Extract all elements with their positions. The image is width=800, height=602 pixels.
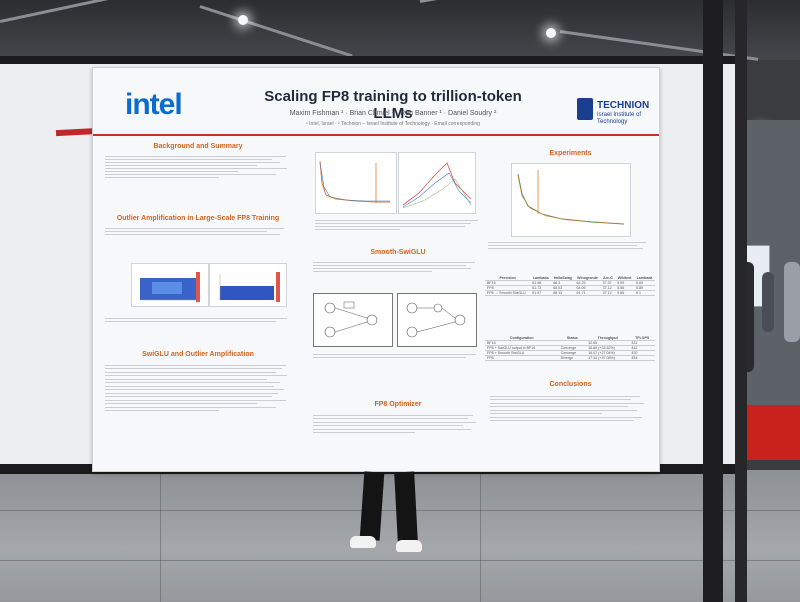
technion-subtitle: Israel Institute of Technology (597, 112, 642, 125)
shoe (350, 536, 376, 548)
table-row: FP8 + Smooth SwiGLU Converge 16.07 (+27.… (485, 350, 655, 356)
background-person (762, 272, 774, 332)
table-row: BF16 12.65 331 (485, 340, 655, 346)
table-row: FP8 → Smooth SwiGLU 61.57 68.13 61.71 37… (485, 290, 655, 296)
background-text (105, 154, 295, 198)
accuracy-table: Precision Lambada HellaSwag Winogrande A… (485, 276, 655, 296)
intel-logo: intel (125, 88, 183, 121)
outlier-caption (105, 316, 295, 330)
poster-authors: Maxim Fishman ¹ · Brian Chmiel ¹ · Ron B… (289, 110, 497, 117)
technion-name: TECHNION (597, 100, 650, 111)
header-divider (93, 134, 659, 136)
experiments-caption (488, 240, 653, 264)
smooth-swiglu-diagram (397, 293, 477, 347)
swiglu-diagram (313, 293, 393, 347)
ceiling-light (546, 28, 556, 38)
table-row: BF16 61.98 68.3 64.25 37.37 5.59 5.69 (485, 280, 655, 286)
research-poster: intel Scaling FP8 training to trillion-t… (92, 67, 660, 472)
conclusions-text (490, 393, 650, 463)
table-row: FP8 61.73 68.03 64.09 37.12 5.56 5.89 (485, 285, 655, 291)
background-person (784, 262, 800, 342)
table-header: Wikitext (615, 276, 634, 281)
section-fp8-optimizer: FP8 Optimizer (374, 401, 422, 408)
table-header: Throughput (586, 336, 630, 341)
weight-norm-plot (398, 152, 476, 214)
table-row: FP8 Diverge 17.34 (+37.08%) 454 (485, 355, 655, 361)
poster-affiliations: ¹ Intel, Israel · ² Technion – Israel In… (306, 121, 480, 127)
optimizer-text (313, 412, 483, 452)
ceiling-light (238, 15, 248, 25)
middle-caption (315, 218, 485, 248)
diagram-caption (313, 352, 483, 364)
table-header: Configuration (485, 336, 559, 341)
section-experiments: Experiments (549, 150, 592, 157)
table-header: Winogrande (574, 276, 601, 281)
board-post (735, 0, 747, 602)
table-header: Lambada (634, 276, 655, 281)
table-header: Lambada (530, 276, 552, 281)
technion-logo-icon (577, 98, 593, 120)
experiments-loss-plot (511, 163, 631, 237)
ceiling (0, 0, 800, 60)
section-conclusions: Conclusions (549, 381, 592, 388)
section-swiglu: SwiGLU and Outlier Amplification (142, 351, 254, 358)
section-background: Background and Summary (153, 143, 243, 150)
swiglu-text (105, 362, 295, 462)
smooth-swiglu-text (313, 260, 483, 290)
table-row: FP8 + SwiGLU output in BF16 Converge 16.… (485, 345, 655, 351)
table-header: HellaSwag (551, 276, 575, 281)
table-header: Arc-C (600, 276, 616, 281)
throughput-table: Configuration Status Throughput TFLOPS B… (485, 336, 655, 361)
table-header: TFLOPS (629, 336, 655, 341)
section-outlier: Outlier Amplification in Large-Scale FP8… (116, 215, 280, 222)
outlier-text (105, 226, 295, 256)
loss-curve-plot (315, 152, 397, 214)
outlier-3d-plot-right (209, 263, 287, 307)
board-post (703, 0, 723, 602)
outlier-3d-plot-left (131, 263, 209, 307)
table-header: Status (558, 336, 587, 341)
shoe (396, 540, 422, 552)
table-header: Precision (485, 276, 531, 281)
section-smooth-swiglu: Smooth-SwiGLU (370, 249, 426, 256)
poster-title: Scaling FP8 training to trillion-token L… (264, 88, 522, 122)
person-leg (394, 471, 418, 543)
